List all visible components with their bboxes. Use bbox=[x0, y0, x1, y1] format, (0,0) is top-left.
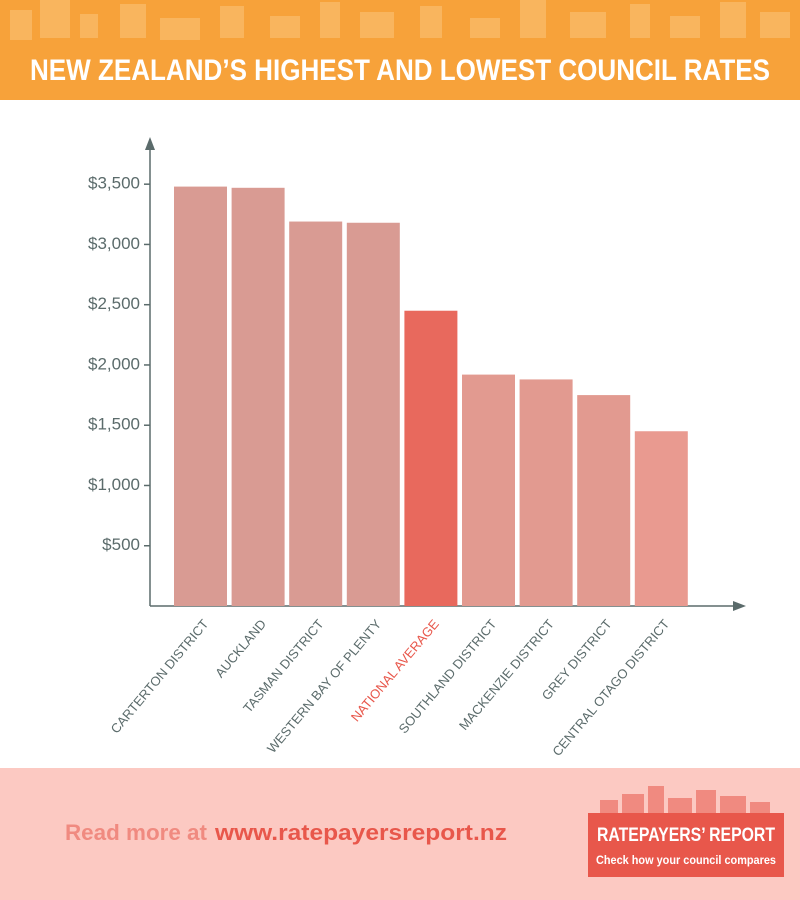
bar bbox=[519, 379, 573, 606]
y-tick-label: $3,500 bbox=[88, 174, 140, 193]
y-tick-label: $2,500 bbox=[88, 294, 140, 313]
skyline bbox=[10, 0, 790, 40]
chart-title: NEW ZEALAND’S HIGHEST AND LOWEST COUNCIL… bbox=[30, 54, 770, 87]
y-tick-label: $2,000 bbox=[88, 354, 140, 373]
y-tick-label: $1,000 bbox=[88, 475, 140, 494]
footer: Read more at www.ratepayersreport.nz RAT… bbox=[0, 768, 800, 900]
bar bbox=[346, 222, 400, 606]
header: NEW ZEALAND’S HIGHEST AND LOWEST COUNCIL… bbox=[0, 0, 800, 100]
bar bbox=[231, 187, 285, 606]
bar bbox=[289, 221, 343, 607]
footer-prefix: Read more at bbox=[65, 820, 208, 845]
bar bbox=[462, 374, 515, 606]
y-tick-label: $3,000 bbox=[88, 234, 140, 253]
bar bbox=[174, 186, 227, 606]
y-tick-label: $500 bbox=[102, 535, 140, 554]
x-axis-arrow bbox=[733, 601, 746, 611]
logo-tagline: Check how your council compares bbox=[596, 853, 776, 867]
bar bbox=[404, 310, 458, 606]
bar bbox=[634, 431, 688, 606]
logo-box bbox=[588, 813, 784, 877]
y-tick-label: $1,500 bbox=[88, 415, 140, 434]
logo-name: RATEPAYERS’ REPORT bbox=[597, 825, 775, 846]
footer-url[interactable]: www.ratepayersreport.nz bbox=[214, 820, 507, 845]
logo-skyline bbox=[600, 786, 770, 814]
y-axis-arrow bbox=[145, 137, 155, 150]
bar bbox=[577, 395, 631, 606]
